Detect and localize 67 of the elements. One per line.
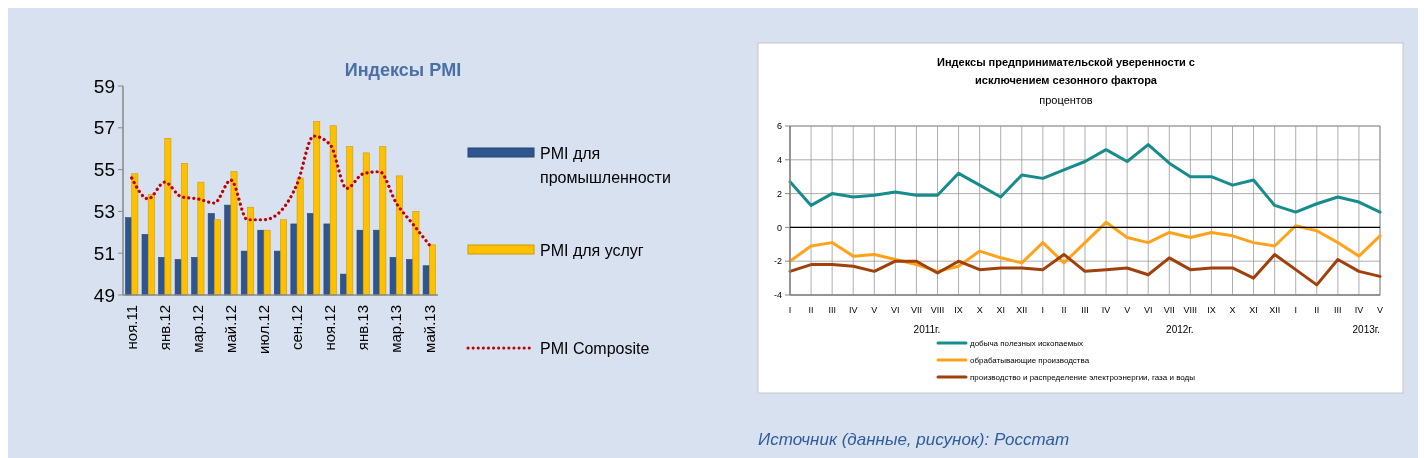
y-tick-label: 49 bbox=[93, 284, 115, 306]
line-series bbox=[788, 143, 1382, 214]
x-tick-label: янв.13 bbox=[354, 305, 372, 351]
x-tick-label: V bbox=[1376, 305, 1384, 315]
x-tick-label: XI bbox=[996, 305, 1005, 315]
chart-subtitle: процентов bbox=[1039, 94, 1093, 106]
x-tick-label: VIII bbox=[930, 305, 945, 315]
y-tick-label: 57 bbox=[93, 117, 115, 139]
line-series bbox=[788, 252, 1382, 287]
legend-label: добыча полезных ископаемых bbox=[970, 338, 1083, 348]
x-tick-label: I bbox=[1041, 305, 1045, 315]
x-tick-label: X bbox=[1229, 305, 1236, 315]
x-tick-label: мар.12 bbox=[189, 305, 207, 353]
x-tick-label: III bbox=[1081, 305, 1089, 315]
x-tick-label: VI bbox=[1143, 305, 1153, 315]
x-tick-label: ноя.11 bbox=[122, 305, 140, 350]
line-series bbox=[788, 220, 1382, 273]
x-tick-label: май.13 bbox=[420, 305, 438, 353]
x-tick-label: X bbox=[976, 305, 983, 315]
x-tick-label: VII bbox=[910, 305, 922, 315]
y-tick-label: 51 bbox=[93, 242, 115, 264]
y-tick-label: 59 bbox=[93, 75, 115, 97]
text: 2011г. bbox=[913, 324, 941, 335]
legend-label: обрабатывающие производства bbox=[970, 355, 1090, 365]
x-tick-label: VI bbox=[891, 305, 900, 315]
x-tick-label: II bbox=[1314, 305, 1320, 315]
x-tick-label: IX bbox=[954, 305, 963, 315]
x-tick-label: III bbox=[828, 305, 836, 315]
x-tick-label: II bbox=[1061, 305, 1067, 315]
x-tick-label: IX bbox=[1207, 305, 1216, 315]
legend-label: PMI для промышленности bbox=[540, 144, 671, 186]
y-tick-label: 53 bbox=[93, 201, 115, 223]
y-tick-label: 55 bbox=[93, 159, 115, 181]
x-tick-label: IV bbox=[848, 305, 858, 315]
x-tick-label: IV bbox=[1101, 305, 1111, 315]
x-tick-label: ноя.12 bbox=[321, 305, 339, 351]
line-series bbox=[130, 134, 431, 247]
x-tick-label: V bbox=[871, 305, 878, 315]
legend-label: PMI Composite bbox=[540, 339, 650, 357]
x-tick-label: XII bbox=[1269, 305, 1281, 315]
y-tick-label: 0 bbox=[776, 222, 782, 233]
y-tick-label: -4 bbox=[773, 290, 782, 301]
x-tick-label: июл.12 bbox=[255, 305, 273, 354]
text: 2012г. bbox=[1166, 324, 1194, 335]
x-tick-label: VIII bbox=[1183, 305, 1198, 315]
text: Источник (данные, рисунок): Росстат bbox=[758, 430, 1070, 449]
text: 2013г. bbox=[1352, 324, 1380, 335]
x-tick-label: янв.12 bbox=[156, 305, 173, 351]
x-tick-label: мар.13 bbox=[387, 305, 405, 353]
x-tick-label: I bbox=[1294, 305, 1297, 315]
x-tick-label: XII bbox=[1016, 305, 1028, 315]
x-tick-label: сен.12 bbox=[288, 305, 306, 350]
y-tick-label: -2 bbox=[773, 256, 782, 267]
x-tick-label: I bbox=[788, 305, 792, 315]
y-tick-label: 6 bbox=[776, 121, 782, 132]
x-tick-label: II bbox=[808, 305, 814, 315]
y-tick-label: 2 bbox=[776, 188, 782, 199]
x-tick-label: VII bbox=[1163, 305, 1175, 315]
y-tick-label: 4 bbox=[776, 154, 782, 165]
chart-title: Индексы PMI bbox=[344, 60, 462, 80]
legend-label: производство и распределение электроэнергии, газа и воды bbox=[970, 372, 1196, 382]
legend-label: PMI для услуг bbox=[540, 241, 644, 259]
x-tick-label: V bbox=[1124, 305, 1131, 315]
x-tick-label: IV bbox=[1354, 305, 1364, 315]
x-tick-label: май.12 bbox=[222, 305, 240, 353]
x-tick-label: XI bbox=[1249, 305, 1258, 315]
x-tick-label: III bbox=[1334, 305, 1342, 315]
